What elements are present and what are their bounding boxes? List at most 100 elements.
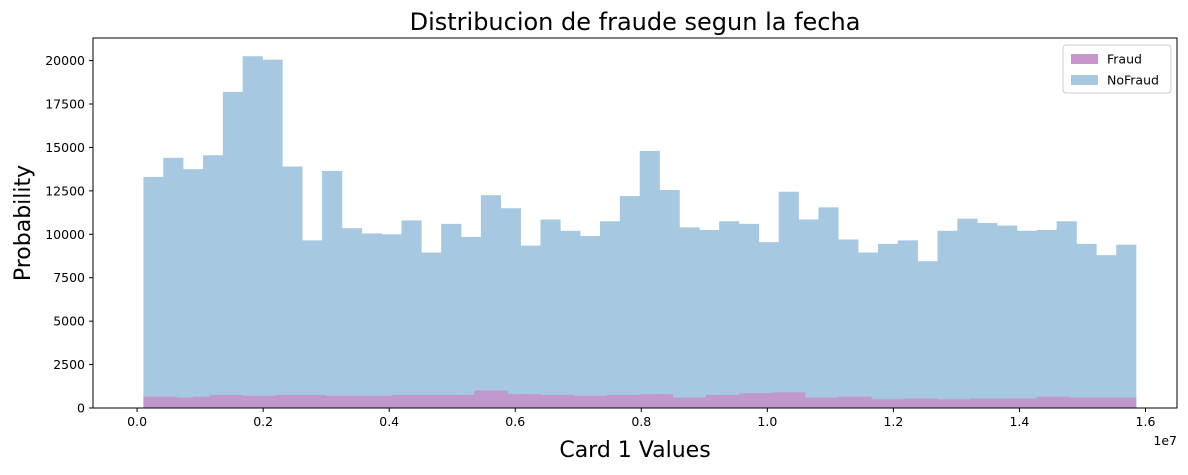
fraud-bar-32: [672, 397, 690, 408]
nofraud-bar-28: [699, 229, 720, 408]
fraud-bar-57: [1086, 397, 1104, 408]
nofraud-bar-27: [679, 227, 700, 408]
x-tick-label: 1.4: [1009, 414, 1029, 429]
nofraud-bar-16: [461, 236, 482, 408]
fraud-bar-44: [871, 399, 889, 408]
fraud-bar-58: [1102, 397, 1120, 408]
fraud-bar-24: [540, 394, 558, 408]
nofraud-bar-18: [500, 208, 521, 408]
fraud-bar-35: [722, 394, 740, 408]
fraud-bar-29: [623, 394, 641, 408]
nofraud-bar-30: [738, 223, 760, 408]
fraud-bar-38: [772, 392, 789, 408]
nofraud-bar-23: [600, 221, 621, 408]
fraud-bar-14: [375, 395, 392, 408]
fraud-bar-59: [1119, 397, 1137, 408]
fraud-bar-31: [656, 394, 674, 408]
x-tick-label: 1.2: [883, 414, 903, 429]
nofraud-bar-1: [163, 157, 184, 408]
x-axis-label: Card 1 Values: [559, 438, 710, 463]
fraud-bar-21: [490, 390, 508, 408]
nofraud-bar-48: [1096, 255, 1117, 408]
nofraud-bar-6: [262, 59, 283, 408]
fraud-bar-2: [176, 397, 194, 408]
fraud-bar-9: [292, 394, 310, 408]
fraud-bar-18: [441, 394, 459, 408]
nofraud-bar-0: [143, 176, 164, 408]
nofraud-bar-34: [818, 207, 839, 408]
nofraud-bar-17: [480, 195, 502, 408]
x-tick-label: 0.4: [379, 414, 399, 429]
fraud-bar-48: [937, 399, 955, 408]
nofraud-bar-4: [222, 91, 243, 408]
nofraud-bar-7: [282, 166, 303, 408]
fraud-bar-28: [606, 394, 624, 408]
fraud-bar-39: [788, 392, 806, 408]
nofraud-bar-29: [719, 221, 740, 408]
nofraud-bar-36: [858, 252, 879, 408]
nofraud-bar-43: [997, 225, 1018, 408]
fraud-bar-40: [805, 397, 823, 408]
nofraud-bar-45: [1036, 229, 1057, 408]
nofraud-bar-35: [838, 239, 859, 408]
nofraud-bar-39: [917, 261, 938, 408]
y-tick-label: 7500: [53, 270, 85, 285]
nofraud-bar-42: [977, 223, 998, 408]
nofraud-bar-33: [798, 219, 819, 408]
chart-title: Distribucion de fraude segun la fecha: [410, 8, 861, 36]
fraud-bar-19: [457, 394, 475, 408]
nofraud-bar-46: [1056, 221, 1077, 408]
fraud-bar-52: [1003, 398, 1021, 408]
fraud-bar-45: [887, 399, 905, 408]
fraud-bar-56: [1069, 397, 1087, 408]
y-tick-label: 0: [77, 401, 85, 416]
fraud-bar-6: [242, 395, 260, 408]
x-tick-label: 0.6: [505, 414, 525, 429]
fraud-bar-42: [838, 396, 856, 408]
y-axis: 0 2500 5000 7500 10000 12500 15000 17500 20000: [45, 53, 93, 416]
fraud-bar-4: [209, 394, 227, 408]
nofraud-bar-15: [441, 223, 462, 408]
fraud-bar-10: [308, 394, 326, 408]
nofraud-bar-13: [401, 220, 422, 408]
fraud-bar-7: [259, 395, 277, 408]
nofraud-bar-19: [520, 245, 541, 408]
nofraud-bar-38: [897, 240, 918, 408]
nofraud-bar-47: [1076, 243, 1097, 408]
nofraud-bar-31: [758, 242, 779, 408]
x-tick-label: 0.2: [253, 414, 273, 429]
fraud-bar-5: [226, 394, 243, 408]
y-tick-label: 10000: [45, 227, 85, 242]
fraud-bar-53: [1020, 398, 1038, 408]
fraud-bar-49: [954, 399, 971, 408]
fraud-bar-22: [507, 394, 525, 408]
x-axis: 0.0 0.2 0.4 0.6 0.8 1.0 1.2 1.4 1.6: [127, 408, 1155, 429]
fraud-bar-25: [557, 394, 574, 408]
nofraud-bar-40: [937, 230, 958, 408]
nofraud-bar-12: [381, 234, 402, 408]
nofraud-bar-49: [1116, 244, 1137, 408]
nofraud-bar-41: [957, 218, 978, 408]
nofraud-bar-14: [421, 252, 442, 408]
fraud-bar-26: [573, 395, 591, 408]
nofraud-bar-3: [202, 155, 224, 408]
fraud-bar-41: [821, 397, 839, 408]
nofraud-bar-26: [659, 189, 680, 408]
x-tick-label: 0.0: [127, 414, 147, 429]
fraud-bar-43: [854, 396, 872, 408]
y-tick-label: 12500: [45, 183, 85, 198]
fraud-bar-46: [904, 398, 922, 408]
fraud-bar-54: [1036, 396, 1054, 408]
nofraud-bar-32: [778, 191, 799, 408]
fraud-bar-13: [358, 395, 376, 408]
y-tick-label: 20000: [45, 53, 85, 68]
fraud-bar-55: [1053, 396, 1071, 408]
fraud-bar-51: [987, 398, 1004, 408]
fraud-bar-33: [689, 397, 707, 408]
fraud-bar-3: [193, 396, 210, 408]
fraud-bar-1: [159, 396, 177, 408]
nofraud-bar-11: [361, 233, 382, 408]
nofraud-bar-10: [341, 228, 363, 408]
